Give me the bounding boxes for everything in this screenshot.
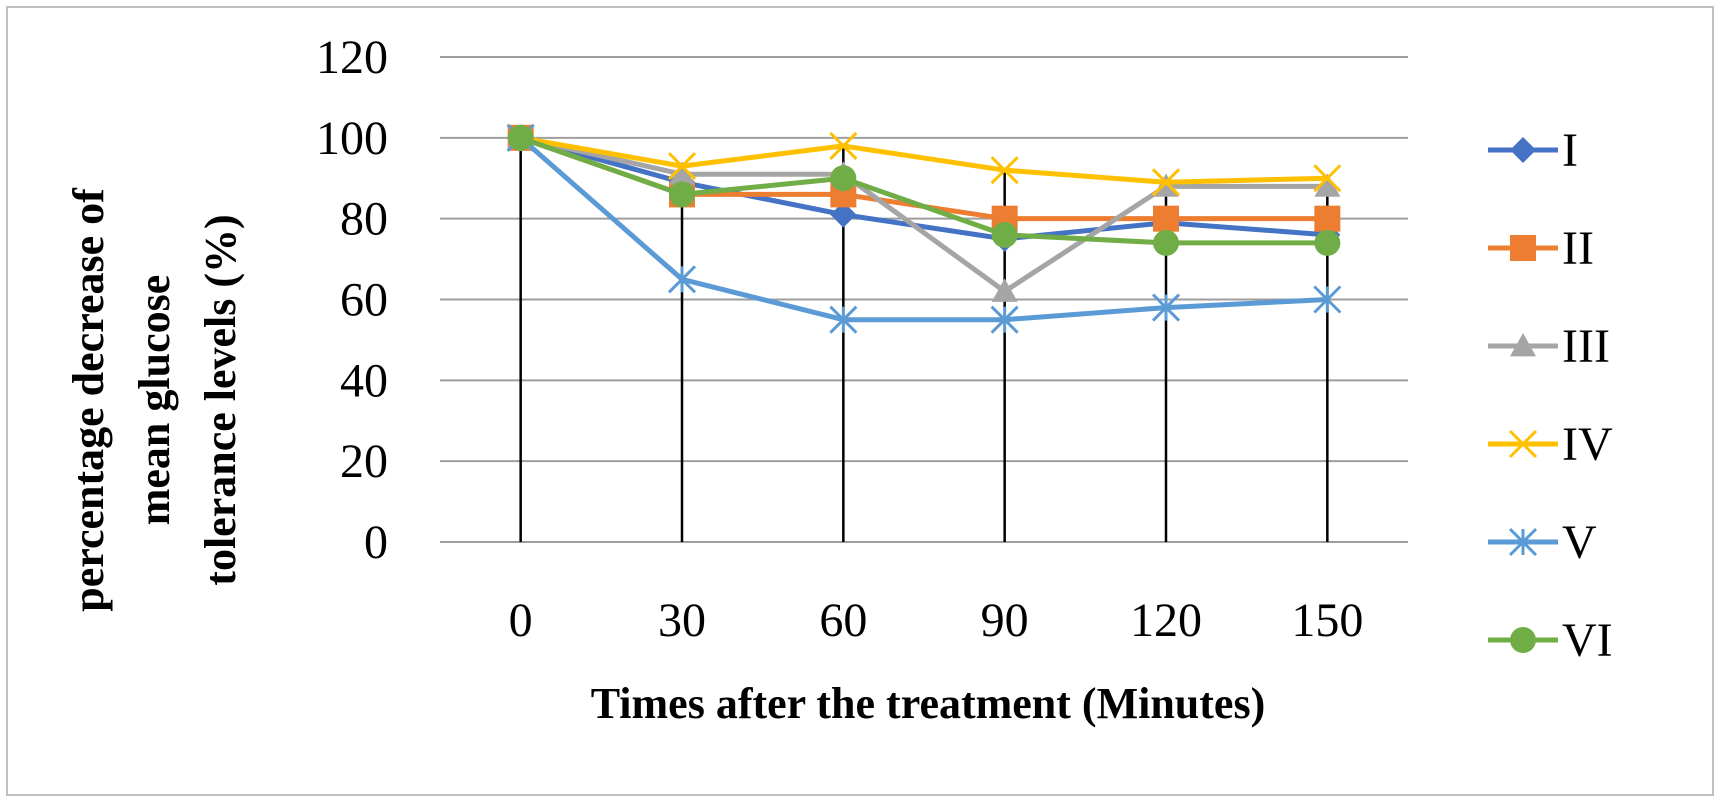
data-point-IV <box>990 156 1019 185</box>
data-point-V <box>990 305 1019 334</box>
series-line-V <box>519 135 1328 323</box>
y-axis-title-line: mean glucose <box>130 275 179 526</box>
y-tick-label: 120 <box>316 31 388 84</box>
x-tick-label: 0 <box>509 594 533 647</box>
data-point-V <box>1151 293 1181 322</box>
series-line-VI <box>519 135 1328 246</box>
x-tick-label: 90 <box>981 594 1029 647</box>
series-VI <box>507 124 1341 256</box>
data-point-I <box>830 201 857 228</box>
x-tick-label: 150 <box>1291 594 1363 647</box>
legend-item-I: I <box>1488 124 1578 177</box>
series-line-III <box>520 135 1328 294</box>
data-point-II <box>1314 205 1341 232</box>
data-point-IV <box>829 131 858 160</box>
data-point-VI <box>830 165 857 192</box>
data-point-III <box>1314 173 1341 197</box>
x-tick-label: 30 <box>658 594 706 647</box>
data-point-IV <box>1313 164 1342 193</box>
legend-marker <box>1510 137 1536 163</box>
y-tick-label: 60 <box>340 274 388 327</box>
y-tick-label: 20 <box>340 435 388 488</box>
legend-label: II <box>1562 222 1594 275</box>
series-line-I <box>520 135 1328 242</box>
y-tick-label: 0 <box>364 516 388 569</box>
series-group <box>506 123 1342 334</box>
y-axis-ticks: 0 20 40 60 80 100 120 <box>316 31 388 569</box>
data-point-II <box>1153 205 1179 232</box>
data-point-VI <box>1153 229 1179 256</box>
data-point-V <box>667 265 697 294</box>
data-point-III <box>669 161 695 185</box>
data-point-V <box>1313 285 1342 314</box>
legend-label: I <box>1562 124 1578 177</box>
data-point-VI <box>991 221 1018 248</box>
legend-item-V: V <box>1488 516 1597 569</box>
y-tick-label: 100 <box>316 112 388 165</box>
legend-item-IV: IV <box>1488 418 1613 471</box>
data-point-VI <box>669 181 695 208</box>
legend-label: III <box>1562 320 1610 373</box>
legend-item-II: II <box>1488 222 1594 275</box>
y-axis-title: percentage decrease of mean glucose tolera… <box>64 187 245 612</box>
x-axis-title: Times after the treatment (Minutes) <box>591 679 1265 728</box>
legend-marker <box>1510 333 1536 357</box>
legend-marker <box>1508 527 1538 557</box>
y-axis-title-line: tolerance levels (%) <box>196 214 245 585</box>
legend-label: VI <box>1562 614 1613 667</box>
legend-item-III: III <box>1488 320 1610 373</box>
data-point-IV <box>1151 168 1181 197</box>
data-point-VI <box>1314 229 1341 256</box>
legend-label: IV <box>1562 418 1613 471</box>
series-III <box>507 124 1341 302</box>
gridlines <box>440 56 1408 543</box>
legend-marker <box>1508 429 1538 459</box>
legend-label: V <box>1562 516 1597 569</box>
series-line-IV <box>520 135 1328 185</box>
x-tick-label: 120 <box>1130 594 1202 647</box>
data-point-V <box>829 305 858 334</box>
y-axis-title-line: percentage decrease of <box>64 187 113 612</box>
drop-lines <box>519 137 1329 542</box>
x-tick-label: 60 <box>819 594 867 647</box>
y-tick-label: 40 <box>340 354 388 407</box>
x-axis-ticks: 0 30 60 90 120 150 <box>509 594 1364 647</box>
data-point-III <box>991 278 1018 302</box>
legend-marker <box>1510 627 1536 653</box>
legend-item-VI: VI <box>1488 614 1613 667</box>
data-point-IV <box>667 152 697 181</box>
y-tick-label: 80 <box>340 193 388 246</box>
legend-marker <box>1510 235 1536 261</box>
data-point-VI <box>507 124 534 151</box>
